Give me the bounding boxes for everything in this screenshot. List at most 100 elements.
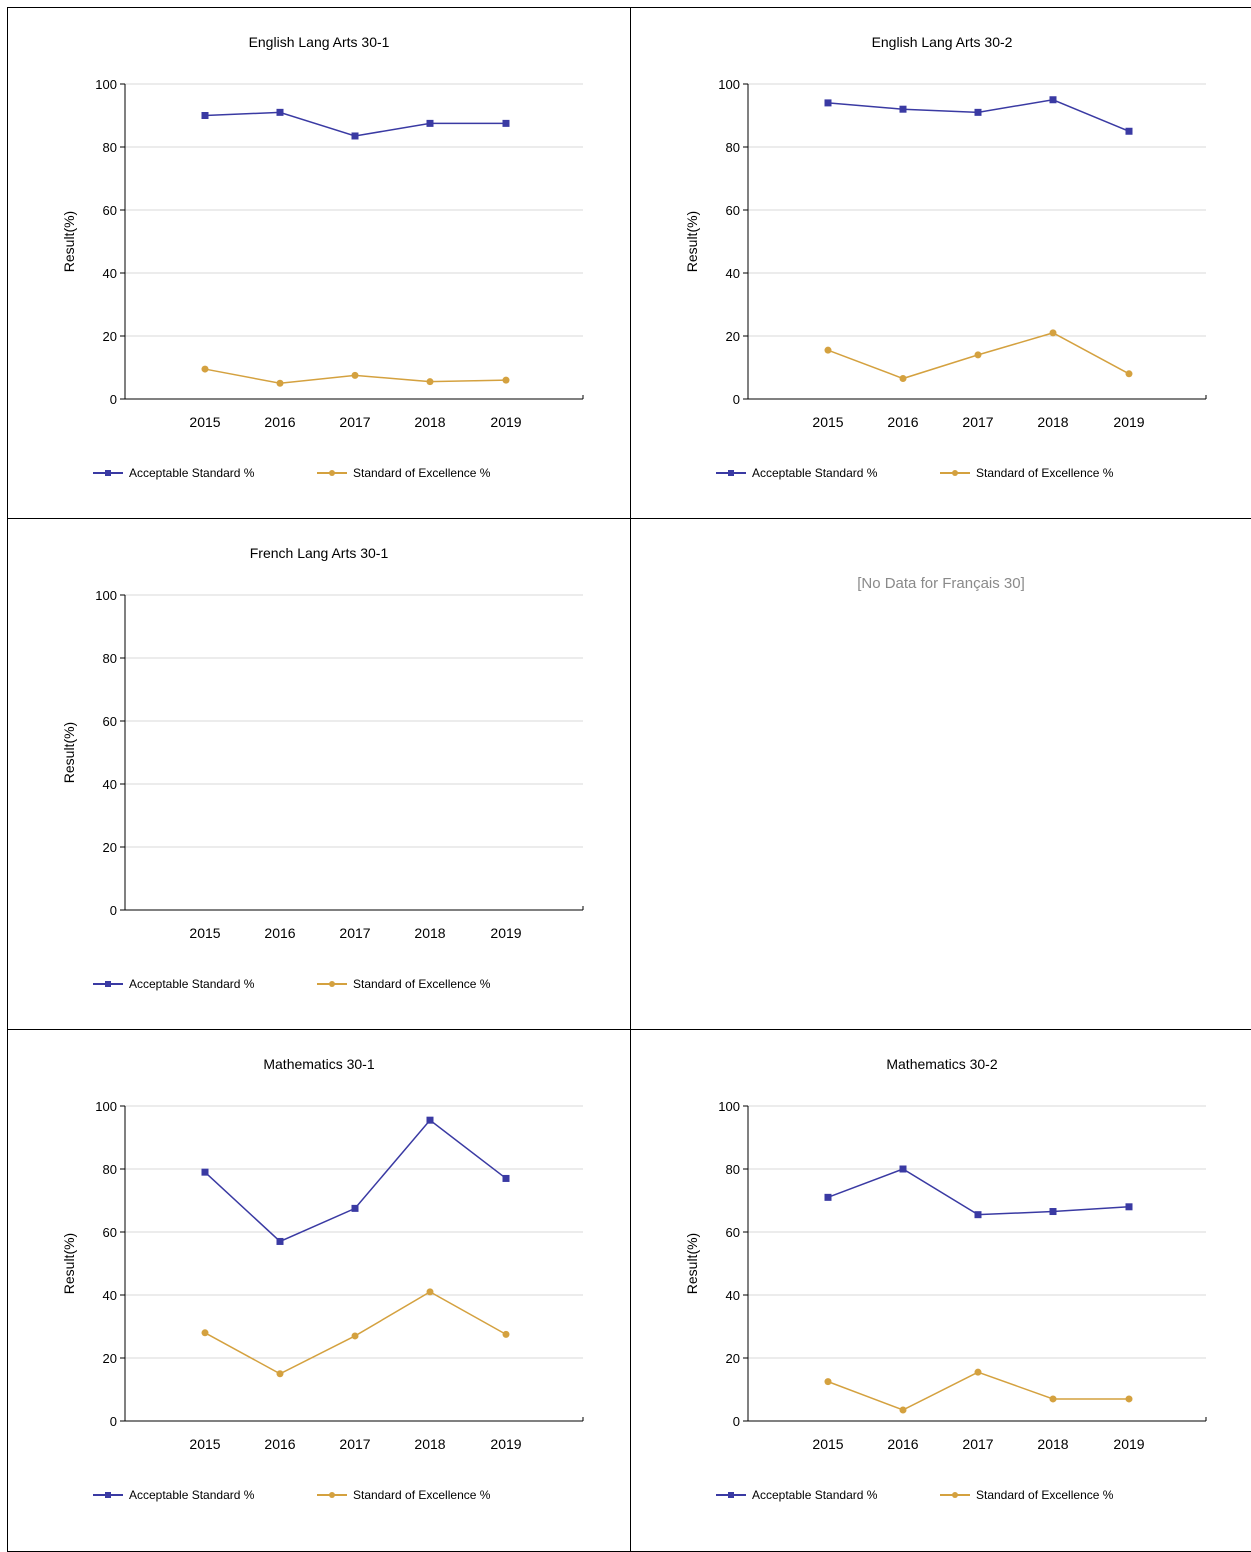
data-point-excellence	[824, 346, 832, 354]
data-point-excellence	[1049, 329, 1057, 337]
x-tick-label: 2015	[189, 414, 220, 430]
data-point-acceptable	[824, 99, 832, 107]
x-tick-label: 2016	[264, 925, 295, 941]
chart-cell-math-30-1: Mathematics 30-1 0 20 40 60 80 100 Result(%) 201…	[7, 1029, 630, 1552]
x-tick-label: 2018	[414, 1436, 445, 1452]
data-point-excellence	[1125, 1395, 1133, 1403]
y-tick-label: 100	[95, 588, 117, 603]
data-point-acceptable	[351, 132, 359, 140]
chart-cell-english-30-2: English Lang Arts 30-2 0 20 40 60 80 100 Result…	[630, 7, 1251, 518]
y-tick-label: 20	[103, 1351, 117, 1366]
legend-label: Standard of Excellence %	[976, 466, 1114, 480]
y-tick-label: 80	[103, 651, 117, 666]
legend-item-acceptable: Acceptable Standard %	[716, 1488, 878, 1502]
line-chart-mathematics-30-2: Mathematics 30-2 0 20 40 60 80 100 Result(%) 201…	[684, 1056, 1207, 1502]
data-point-acceptable	[1125, 1203, 1133, 1211]
chart-title: Mathematics 30-2	[886, 1056, 997, 1072]
y-tick-label: 100	[95, 77, 117, 92]
data-point-acceptable	[824, 1193, 832, 1201]
data-point-acceptable	[1125, 127, 1133, 135]
y-tick-label: 0	[733, 1414, 740, 1429]
y-tick-label: 60	[103, 203, 117, 218]
legend-marker	[728, 1492, 734, 1498]
no-data-cell-francais-30: [No Data for Français 30]	[630, 518, 1251, 1029]
x-tick-label: 2017	[339, 414, 370, 430]
data-point-excellence	[426, 1288, 434, 1296]
chart-legend: Acceptable Standard % Standard of Excelle…	[716, 1488, 1114, 1502]
y-tick-label: 0	[733, 392, 740, 407]
y-tick-label: 60	[103, 714, 117, 729]
data-point-excellence	[502, 1330, 510, 1338]
chart-legend: Acceptable Standard % Standard of Excelle…	[93, 466, 491, 480]
data-point-acceptable	[1049, 1208, 1057, 1216]
data-point-acceptable	[974, 1211, 982, 1219]
legend-item-excellence: Standard of Excellence %	[317, 1488, 491, 1502]
data-point-acceptable	[1049, 96, 1057, 104]
y-tick-label: 80	[103, 140, 117, 155]
y-axis-label: Result(%)	[684, 1233, 700, 1294]
legend-label: Standard of Excellence %	[353, 977, 491, 991]
x-tick-label: 2017	[962, 1436, 993, 1452]
data-point-excellence	[1125, 370, 1133, 378]
no-data-message: [No Data for Français 30]	[857, 575, 1025, 592]
y-tick-label: 40	[103, 777, 117, 792]
y-tick-label: 0	[110, 1414, 117, 1429]
y-tick-label: 60	[726, 1225, 740, 1240]
y-axis-label: Result(%)	[61, 722, 77, 783]
legend-item-excellence: Standard of Excellence %	[317, 466, 491, 480]
legend-label: Standard of Excellence %	[353, 1488, 491, 1502]
legend-label: Standard of Excellence %	[976, 1488, 1114, 1502]
y-tick-label: 100	[95, 1099, 117, 1114]
y-axis-label: Result(%)	[684, 211, 700, 272]
series-line-standard-of-excellence	[827, 1371, 1129, 1411]
data-point-excellence	[351, 1332, 359, 1340]
data-point-acceptable	[502, 1174, 510, 1182]
x-tick-label: 2019	[1113, 414, 1144, 430]
data-point-excellence	[351, 371, 359, 379]
data-point-acceptable	[201, 112, 209, 119]
x-tick-label: 2018	[414, 925, 445, 941]
y-axis-label: Result(%)	[61, 211, 77, 272]
chart-legend: Acceptable Standard % Standard of Excelle…	[93, 977, 491, 991]
x-tick-label: 2019	[490, 1436, 521, 1452]
chart-cell-french-30-1: French Lang Arts 30-1 0 20 40 60 80 100 Result(…	[7, 518, 630, 1029]
chart-title: Mathematics 30-1	[263, 1056, 374, 1072]
legend-marker	[952, 1492, 958, 1498]
y-tick-label: 80	[726, 140, 740, 155]
chart-legend: Acceptable Standard % Standard of Excelle…	[716, 466, 1114, 480]
data-point-excellence	[1049, 1395, 1057, 1403]
chart-title: English Lang Arts 30-1	[249, 34, 390, 50]
x-tick-label: 2015	[812, 1436, 843, 1452]
legend-marker	[105, 1492, 111, 1498]
y-tick-label: 80	[726, 1162, 740, 1177]
line-chart-english-lang-arts-30-1: English Lang Arts 30-1 0 20 40 60 80 100 Result…	[61, 34, 584, 480]
legend-marker	[952, 470, 958, 476]
data-point-excellence	[201, 365, 209, 373]
x-tick-label: 2017	[962, 414, 993, 430]
legend-item-acceptable: Acceptable Standard %	[716, 466, 878, 480]
legend-item-excellence: Standard of Excellence %	[940, 1488, 1114, 1502]
x-tick-label: 2016	[887, 1436, 918, 1452]
x-tick-label: 2015	[812, 414, 843, 430]
chart-cell-math-30-2: Mathematics 30-2 0 20 40 60 80 100 Result(%) 201…	[630, 1029, 1251, 1552]
series-line-acceptable-standard	[204, 111, 506, 137]
line-chart-english-lang-arts-30-2: English Lang Arts 30-2 0 20 40 60 80 100 Result…	[684, 34, 1207, 480]
data-point-acceptable	[351, 1204, 359, 1212]
legend-item-acceptable: Acceptable Standard %	[93, 466, 255, 480]
y-tick-label: 100	[718, 77, 740, 92]
x-tick-label: 2015	[189, 925, 220, 941]
legend-label: Acceptable Standard %	[129, 977, 255, 991]
data-point-acceptable	[426, 119, 434, 127]
legend-marker	[728, 470, 734, 476]
data-point-acceptable	[502, 119, 510, 127]
data-point-excellence	[276, 379, 284, 387]
legend-marker	[329, 981, 335, 987]
x-tick-label: 2016	[264, 1436, 295, 1452]
y-tick-label: 40	[726, 266, 740, 281]
data-point-excellence	[824, 1378, 832, 1386]
y-tick-label: 40	[726, 1288, 740, 1303]
x-tick-label: 2016	[264, 414, 295, 430]
line-chart-french-lang-arts-30-1: French Lang Arts 30-1 0 20 40 60 80 100 Result(…	[61, 545, 584, 991]
y-tick-label: 60	[103, 1225, 117, 1240]
data-point-acceptable	[426, 1116, 434, 1124]
